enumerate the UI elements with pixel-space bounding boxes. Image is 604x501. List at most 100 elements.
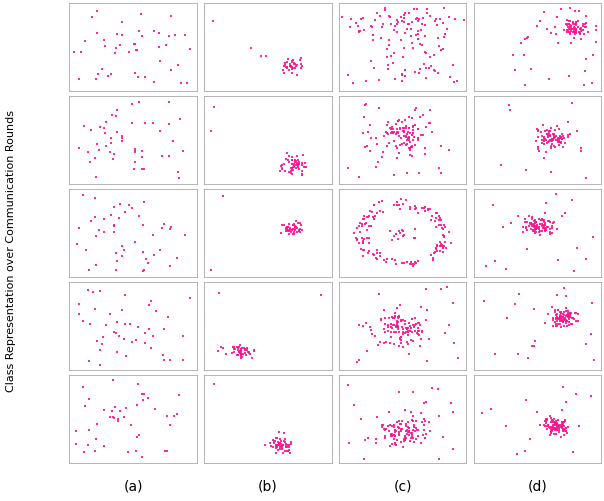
Point bbox=[280, 221, 289, 229]
Point bbox=[358, 246, 368, 255]
Point bbox=[570, 9, 579, 17]
Point bbox=[397, 18, 407, 26]
Point bbox=[414, 69, 424, 77]
Point bbox=[550, 24, 560, 32]
Point bbox=[286, 63, 295, 71]
Point bbox=[117, 32, 127, 40]
Point bbox=[390, 314, 399, 322]
Point bbox=[213, 348, 222, 356]
Point bbox=[165, 225, 175, 233]
Point bbox=[559, 419, 568, 427]
Point bbox=[287, 70, 297, 78]
Point bbox=[92, 337, 102, 345]
Point bbox=[459, 17, 469, 25]
Point bbox=[130, 148, 140, 156]
Point bbox=[280, 446, 290, 454]
Point bbox=[137, 166, 147, 174]
Point bbox=[402, 329, 411, 337]
Point bbox=[295, 57, 305, 65]
Point bbox=[400, 140, 410, 148]
Point bbox=[496, 162, 506, 170]
Point bbox=[545, 423, 555, 431]
Point bbox=[410, 205, 420, 213]
Point bbox=[554, 136, 564, 144]
Point bbox=[407, 143, 417, 151]
Point bbox=[394, 302, 404, 310]
Point bbox=[532, 126, 541, 134]
Point bbox=[552, 14, 562, 22]
Point bbox=[526, 225, 536, 233]
Point bbox=[553, 421, 562, 429]
Point bbox=[382, 143, 391, 151]
Point bbox=[528, 305, 538, 313]
Point bbox=[554, 138, 564, 146]
Point bbox=[240, 345, 250, 353]
Point bbox=[99, 228, 109, 236]
Point bbox=[480, 298, 489, 306]
Point bbox=[272, 441, 282, 449]
Point bbox=[294, 228, 303, 236]
Point bbox=[400, 116, 410, 124]
Point bbox=[74, 311, 83, 319]
Point bbox=[284, 443, 294, 451]
Point bbox=[567, 320, 577, 328]
Point bbox=[85, 320, 95, 328]
Point bbox=[139, 267, 149, 275]
Point bbox=[549, 418, 559, 426]
Point bbox=[174, 392, 184, 400]
Point bbox=[286, 64, 296, 72]
Point bbox=[370, 17, 379, 25]
Point bbox=[359, 246, 369, 255]
Point bbox=[546, 428, 556, 436]
Point bbox=[422, 307, 432, 315]
Point bbox=[394, 314, 403, 322]
Point bbox=[280, 63, 289, 71]
Point bbox=[385, 125, 395, 133]
Point bbox=[408, 388, 418, 396]
Point bbox=[292, 228, 301, 236]
Point bbox=[83, 148, 93, 156]
Point bbox=[393, 130, 403, 138]
Point bbox=[283, 226, 292, 234]
Point bbox=[113, 415, 123, 423]
Point bbox=[72, 240, 82, 248]
Point bbox=[573, 18, 583, 26]
Point bbox=[438, 241, 448, 249]
Point bbox=[352, 224, 362, 232]
Point bbox=[262, 53, 271, 61]
Point bbox=[108, 156, 118, 164]
Point bbox=[428, 384, 437, 392]
Point bbox=[548, 418, 557, 426]
Point bbox=[282, 228, 292, 236]
Point bbox=[292, 224, 301, 232]
Point bbox=[525, 219, 535, 227]
Point bbox=[413, 426, 422, 434]
Point bbox=[546, 30, 556, 38]
Point bbox=[112, 107, 122, 115]
Point bbox=[396, 335, 405, 343]
Point bbox=[529, 342, 539, 350]
Point bbox=[181, 32, 190, 40]
Point bbox=[286, 228, 296, 236]
Point bbox=[289, 230, 298, 238]
Point bbox=[551, 137, 561, 145]
Point bbox=[137, 453, 147, 461]
Point bbox=[91, 173, 101, 181]
Point bbox=[290, 223, 300, 231]
Point bbox=[105, 311, 115, 319]
Point bbox=[405, 431, 414, 439]
Point bbox=[162, 447, 172, 455]
Point bbox=[405, 203, 415, 211]
Point bbox=[112, 31, 121, 39]
Point bbox=[133, 74, 143, 82]
Point bbox=[397, 260, 406, 268]
Point bbox=[543, 421, 553, 429]
Point bbox=[178, 333, 188, 341]
Point bbox=[569, 267, 579, 275]
Point bbox=[431, 214, 440, 222]
Point bbox=[432, 22, 442, 30]
Point bbox=[276, 163, 286, 171]
Point bbox=[426, 63, 436, 71]
Point bbox=[83, 286, 92, 294]
Point bbox=[553, 316, 562, 324]
